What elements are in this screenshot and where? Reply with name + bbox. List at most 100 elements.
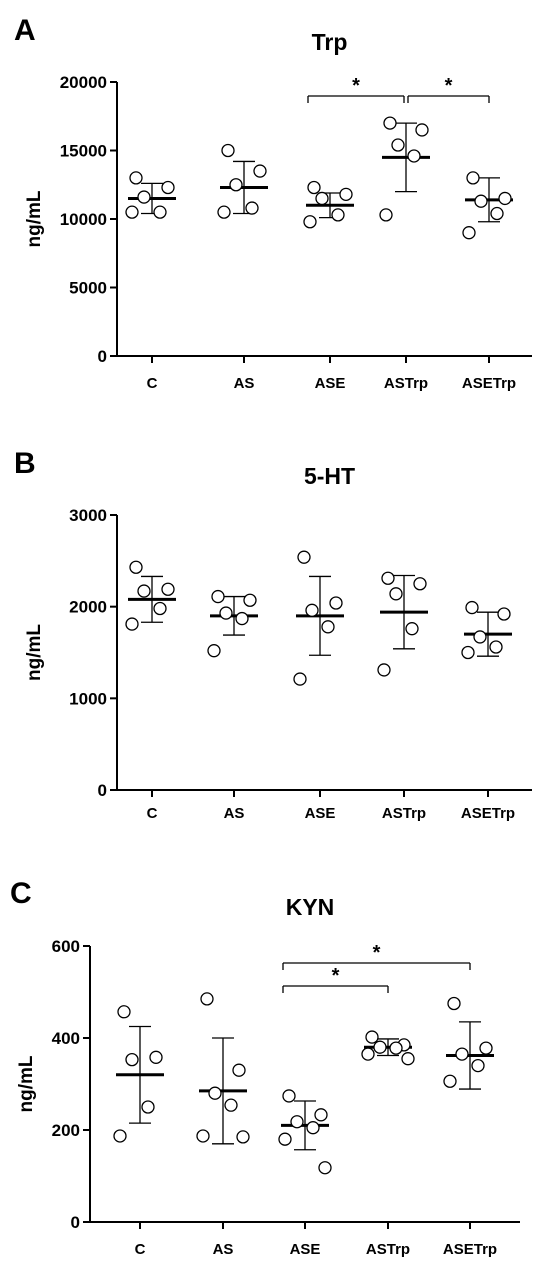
y-tick-label: 1000 xyxy=(69,689,107,708)
x-tick-label: ASTrp xyxy=(384,375,428,392)
data-point xyxy=(307,180,321,195)
data-point xyxy=(200,992,214,1006)
data-point xyxy=(391,138,405,152)
x-tick-label: C xyxy=(135,1241,146,1258)
x-tick-label: ASE xyxy=(305,805,336,822)
data-point xyxy=(129,171,143,185)
data-point xyxy=(314,1108,328,1122)
data-point xyxy=(498,191,512,206)
data-point xyxy=(253,164,267,178)
data-point xyxy=(290,1115,304,1129)
significance-star: * xyxy=(373,942,381,964)
y-tick-label: 2000 xyxy=(69,598,107,617)
data-point xyxy=(318,1161,332,1175)
y-tick-label: 0 xyxy=(98,347,107,366)
x-tick-label: C xyxy=(147,805,158,822)
data-point xyxy=(211,589,225,604)
panel-label: C xyxy=(10,877,32,910)
panel-label: B xyxy=(14,447,36,480)
data-point xyxy=(125,1052,139,1067)
data-point xyxy=(278,1132,292,1146)
data-point xyxy=(383,116,397,130)
data-point xyxy=(365,1030,379,1044)
data-point xyxy=(137,584,151,598)
chart-panel-a: A Trp 0 5000 10000 15000 20000 ng/mL C AS ASE ASTrp… xyxy=(14,14,532,392)
data-point xyxy=(361,1047,375,1061)
data-point xyxy=(490,206,504,221)
y-tick-label: 15000 xyxy=(60,142,107,161)
x-tick-label: ASE xyxy=(315,375,346,392)
x-tick-label: ASETrp xyxy=(443,1241,497,1258)
data-point xyxy=(315,191,329,206)
data-point xyxy=(153,205,167,219)
data-point xyxy=(331,208,345,222)
data-point xyxy=(245,201,259,215)
data-point xyxy=(455,1047,469,1061)
x-tick-label: ASTrp xyxy=(366,1241,410,1258)
data-point xyxy=(282,1089,296,1103)
data-point xyxy=(293,672,307,686)
x-tick-label: AS xyxy=(224,805,245,822)
data-point xyxy=(221,143,235,158)
data-point xyxy=(377,663,391,677)
data-point xyxy=(149,1050,163,1064)
y-tick-label: 200 xyxy=(52,1121,80,1140)
data-point xyxy=(305,603,319,617)
data-point xyxy=(415,123,429,137)
data-point xyxy=(161,582,175,596)
data-point xyxy=(389,587,403,601)
data-point xyxy=(413,577,427,591)
data-point xyxy=(473,630,487,644)
data-point xyxy=(471,1058,485,1073)
data-point xyxy=(297,550,311,564)
significance-star: * xyxy=(352,75,360,97)
data-point xyxy=(373,1040,387,1054)
data-point xyxy=(466,171,480,185)
data-point xyxy=(236,1130,250,1144)
y-tick-label: 3000 xyxy=(69,506,107,525)
data-point xyxy=(125,205,139,219)
data-point xyxy=(141,1100,155,1114)
y-axis-label: ng/mL xyxy=(24,190,45,247)
data-point xyxy=(217,205,231,219)
y-tick-label: 20000 xyxy=(60,73,107,92)
data-point xyxy=(405,622,419,636)
data-point xyxy=(303,215,317,229)
data-point xyxy=(321,620,335,634)
significance-bracket: * xyxy=(282,965,389,993)
data-point xyxy=(207,644,221,658)
data-point xyxy=(137,190,151,204)
data-point xyxy=(389,1041,403,1055)
y-axis-label: ng/mL xyxy=(16,1055,37,1112)
x-tick-label: AS xyxy=(213,1241,234,1258)
y-tick-label: 5000 xyxy=(69,279,107,298)
data-point xyxy=(232,1063,246,1077)
data-point xyxy=(329,596,343,610)
data-point xyxy=(219,606,233,620)
x-tick-label: ASTrp xyxy=(382,805,426,822)
data-point xyxy=(447,996,461,1011)
data-point xyxy=(339,187,353,201)
data-point xyxy=(497,607,511,621)
chart-title: Trp xyxy=(312,29,348,55)
x-tick-label: ASETrp xyxy=(462,375,516,392)
panel-label: A xyxy=(14,14,36,47)
data-point xyxy=(161,180,175,195)
y-tick-label: 10000 xyxy=(60,210,107,229)
y-axis-label: ng/mL xyxy=(24,624,45,681)
chart-title: KYN xyxy=(286,894,335,920)
data-point xyxy=(196,1129,210,1143)
data-point xyxy=(235,611,249,626)
chart-panel-c: C KYN 0 200 400 600 ng/mL C AS ASE ASTrp ASETrp * * xyxy=(10,877,520,1258)
data-point xyxy=(474,194,488,208)
data-point xyxy=(465,600,479,615)
data-point xyxy=(479,1041,493,1055)
chart-title: 5-HT xyxy=(304,463,355,489)
data-point xyxy=(208,1086,222,1100)
x-tick-label: ASETrp xyxy=(461,805,515,822)
data-point xyxy=(117,1005,131,1019)
data-point xyxy=(407,149,421,163)
significance-bracket: * xyxy=(307,75,405,103)
data-point xyxy=(489,640,503,654)
